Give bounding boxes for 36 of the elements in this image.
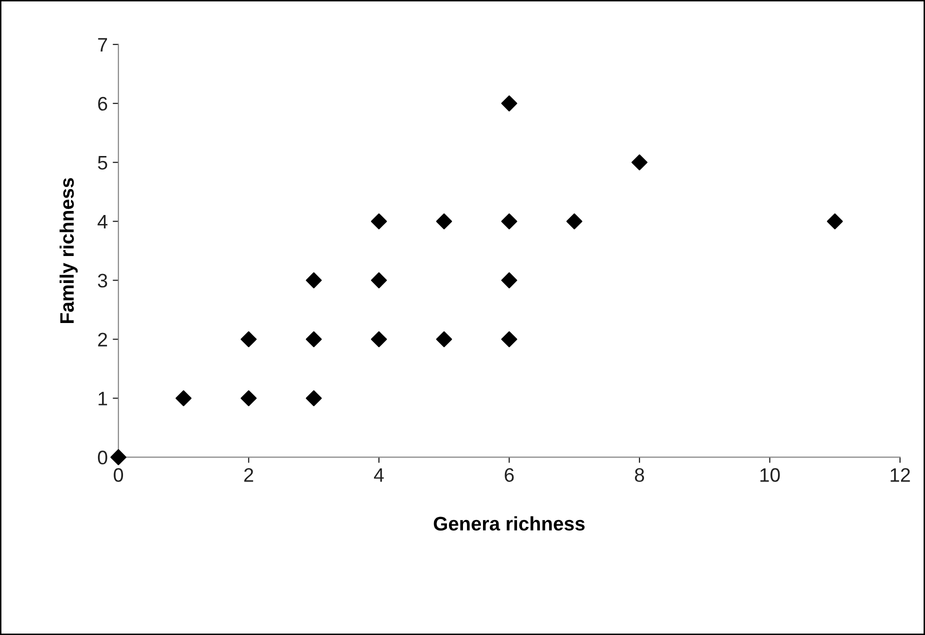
point xyxy=(501,272,518,288)
x-tick-label: 10 xyxy=(760,468,780,482)
point xyxy=(370,213,387,230)
y-tick-label: 3 xyxy=(98,274,108,288)
x-tick-label: 2 xyxy=(244,468,254,482)
point xyxy=(501,331,518,348)
point xyxy=(826,213,843,230)
y-tick-label: 5 xyxy=(98,156,108,170)
point xyxy=(306,331,322,348)
y-tick-label: 0 xyxy=(98,450,108,464)
y-axis-title: Family richness xyxy=(60,178,78,324)
point xyxy=(501,95,518,112)
x-tick-label: 6 xyxy=(504,468,514,482)
y-tick-label: 1 xyxy=(98,392,108,406)
x-axis-title: Genera richness xyxy=(434,516,585,531)
x-tick-label: 0 xyxy=(114,468,124,482)
y-tick-label: 7 xyxy=(98,38,108,52)
point xyxy=(306,272,322,288)
y-tick-label: 2 xyxy=(98,332,108,346)
point xyxy=(176,390,192,406)
point xyxy=(306,390,322,406)
point xyxy=(436,331,452,348)
y-tick-label: 6 xyxy=(98,96,108,111)
y-tick-label: 4 xyxy=(98,215,108,228)
x-tick-label: 12 xyxy=(890,468,910,482)
point xyxy=(110,449,126,466)
point xyxy=(370,272,387,288)
x-tick-label: 4 xyxy=(374,468,384,482)
point xyxy=(566,213,582,230)
point xyxy=(240,331,257,348)
point xyxy=(240,390,257,406)
x-tick-label: 8 xyxy=(634,468,644,482)
point xyxy=(501,213,518,230)
point xyxy=(370,331,387,348)
point xyxy=(436,213,452,230)
point xyxy=(632,154,648,170)
